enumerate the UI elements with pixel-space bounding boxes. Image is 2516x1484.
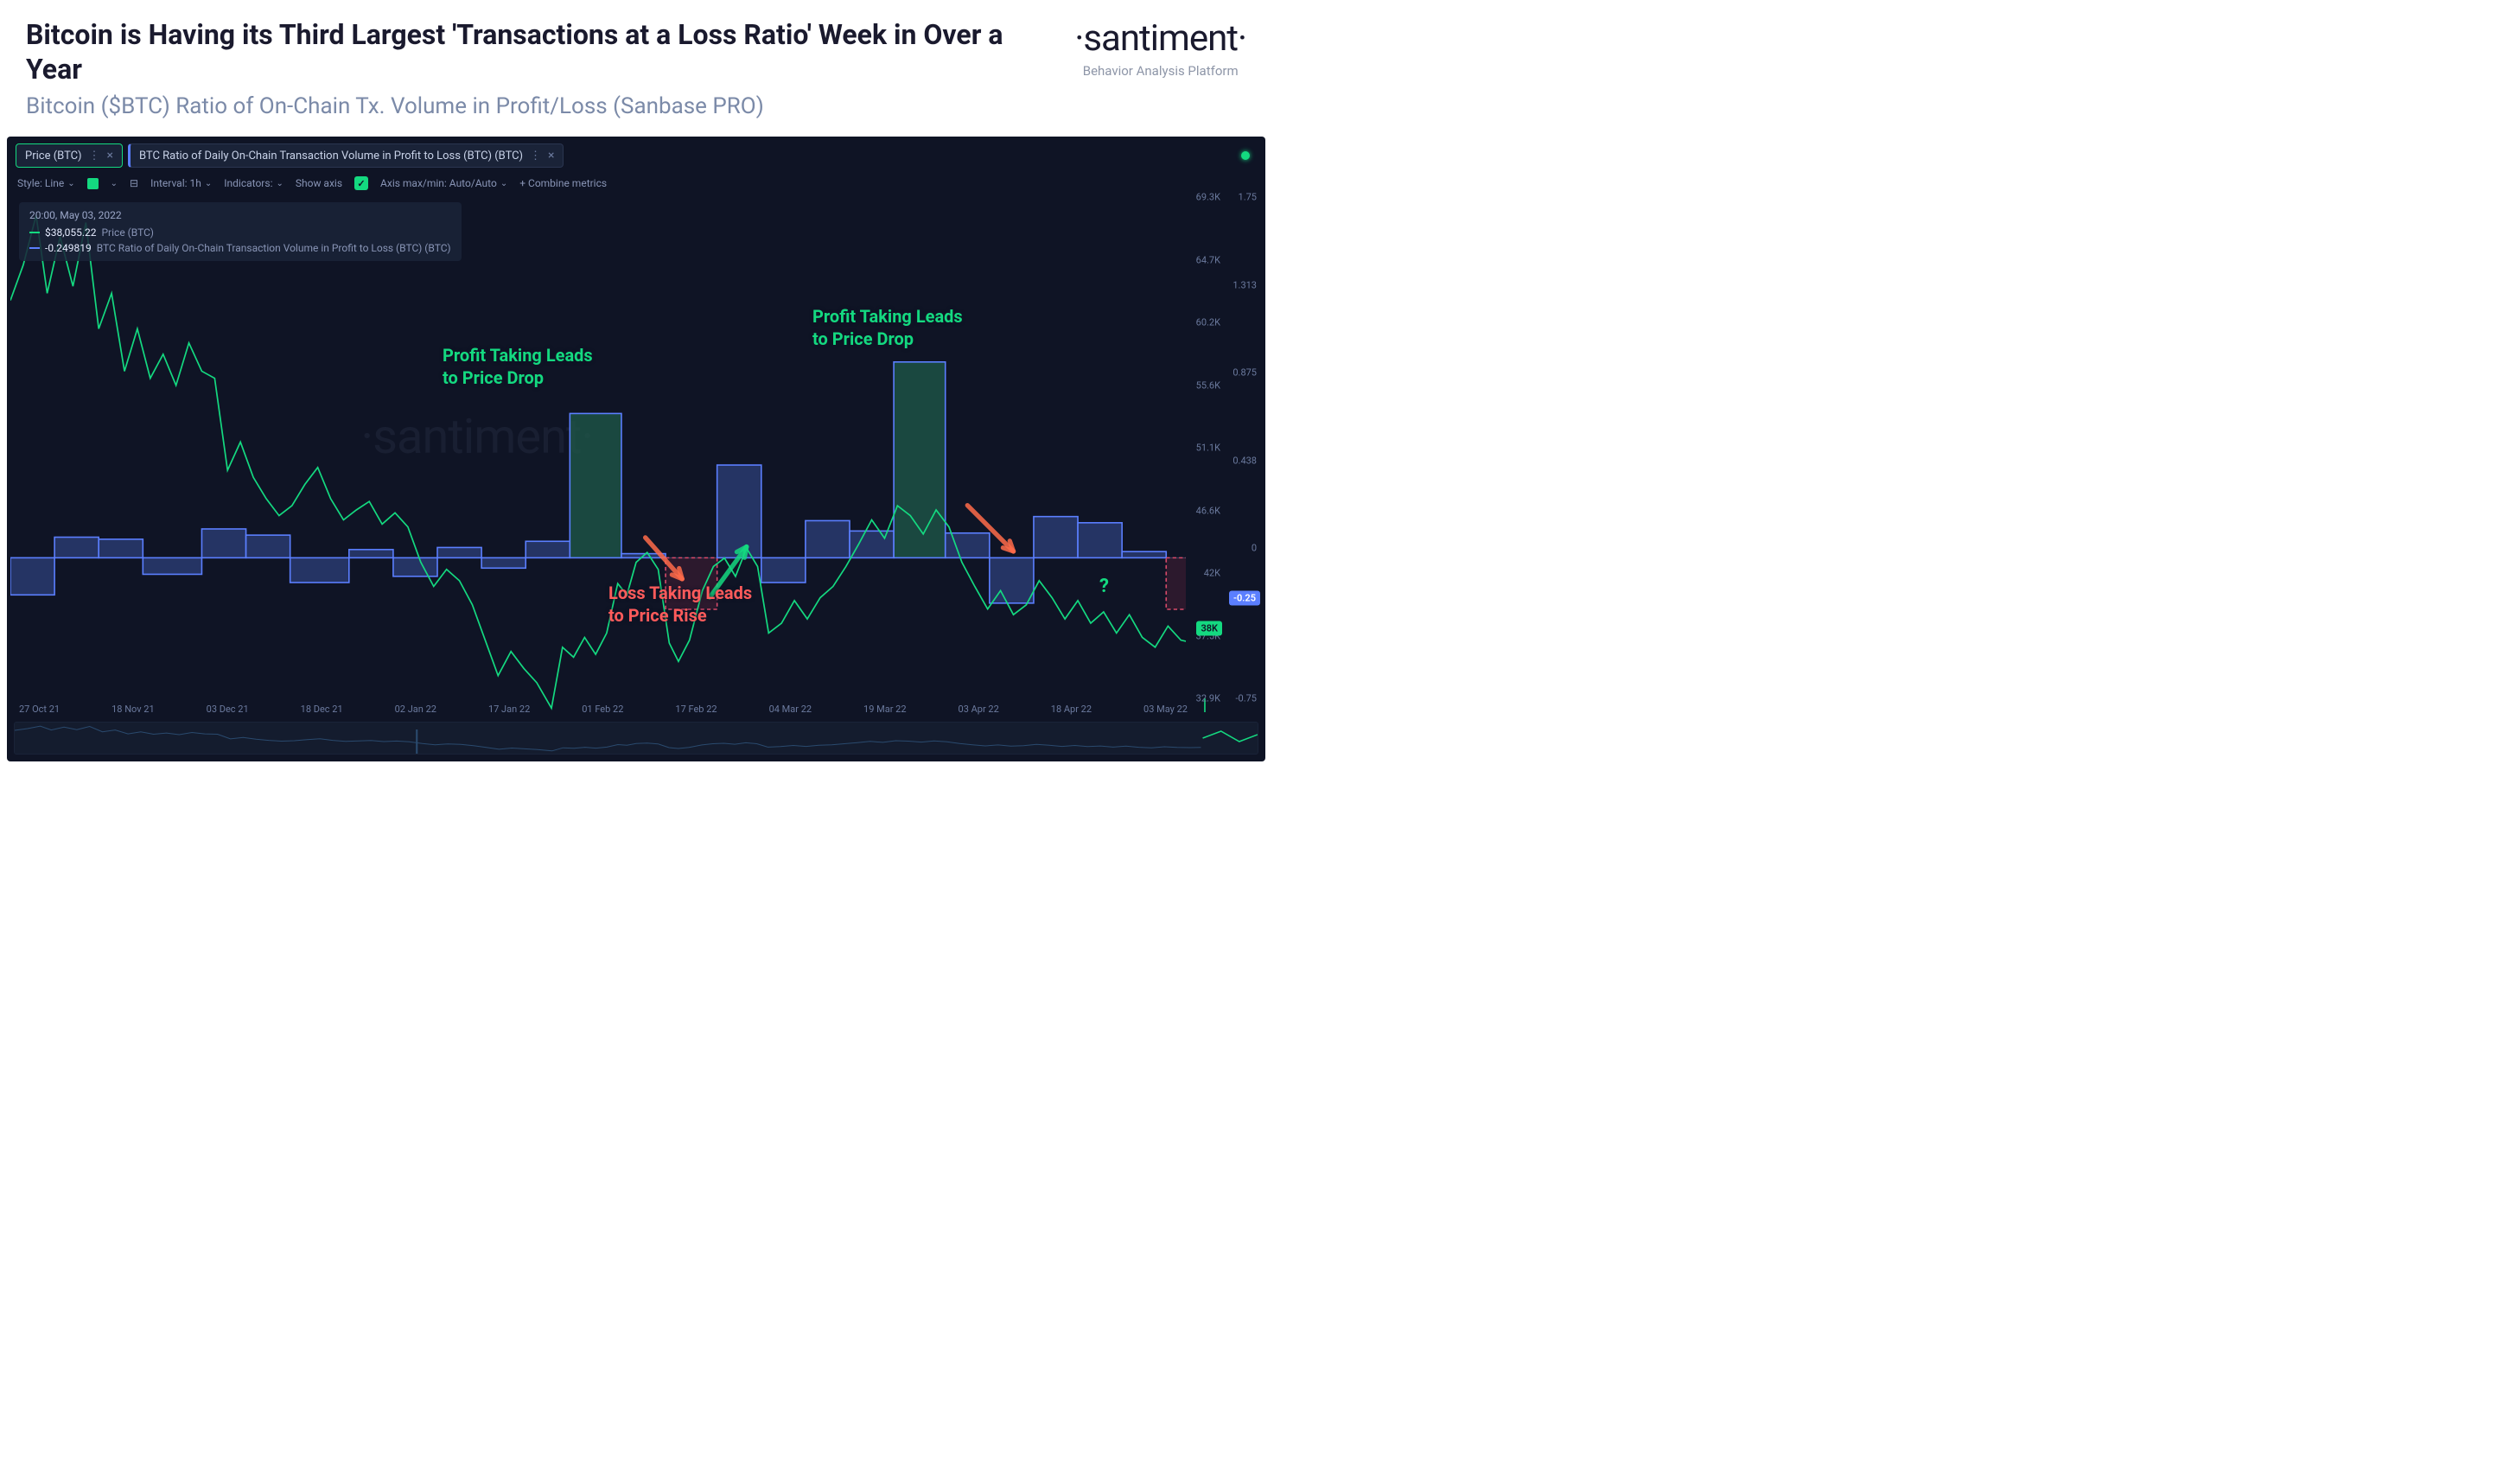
y-tick-price: 46.6K [1196, 505, 1220, 516]
indicators-selector[interactable]: Indicators: ⌄ [224, 177, 283, 189]
page-subtitle: Bitcoin ($BTC) Ratio of On-Chain Tx. Vol… [26, 93, 1048, 119]
minimap[interactable] [14, 722, 1258, 755]
chip-label: Price (BTC) [25, 150, 81, 162]
metric-chip-ratio[interactable]: BTC Ratio of Daily On-Chain Transaction … [128, 143, 564, 168]
chevron-down-icon[interactable]: ⌄ [111, 179, 118, 188]
y-tick-ratio: -0.75 [1236, 693, 1258, 704]
chip-menu-icon[interactable]: ⋮ [530, 150, 541, 162]
y-tick-ratio: 1.75 [1239, 192, 1257, 203]
chart-plot-area[interactable]: 20:00, May 03, 2022 $38,055.22 Price (BT… [10, 197, 1262, 698]
y-tick-ratio: 0.438 [1233, 455, 1257, 466]
metric-chip-price[interactable]: Price (BTC) ⋮ × [16, 143, 123, 168]
y-tick-ratio: 1.313 [1233, 279, 1257, 290]
chart-tooltip: 20:00, May 03, 2022 $38,055.22 Price (BT… [19, 202, 462, 261]
y-tick-price: 64.7K [1196, 254, 1220, 265]
tooltip-price-label: Price (BTC) [101, 226, 153, 239]
chart-svg [10, 197, 1262, 712]
interval-selector[interactable]: Interval: 1h ⌄ [150, 177, 212, 189]
legend-swatch-ratio [29, 247, 40, 249]
chart-container: Price (BTC) ⋮ × BTC Ratio of Daily On-Ch… [7, 137, 1265, 761]
tooltip-timestamp: 20:00, May 03, 2022 [29, 209, 451, 221]
color-swatch[interactable] [87, 178, 99, 189]
y-tick-price: 32.9K [1196, 693, 1220, 704]
chart-annotation: Profit Taking Leadsto Price Drop [443, 344, 593, 389]
style-selector[interactable]: Style: Line ⌄ [17, 177, 75, 189]
page-title: Bitcoin is Having its Third Largest 'Tra… [26, 17, 1048, 86]
question-mark-annotation: ? [1099, 576, 1109, 597]
status-indicator [1241, 151, 1250, 160]
tooltip-ratio-label: BTC Ratio of Daily On-Chain Transaction … [97, 242, 451, 254]
brand-logo: ·santiment· [1074, 17, 1246, 60]
y-tick-price: 55.6K [1196, 379, 1220, 391]
brand-block: ·santiment· Behavior Analysis Platform [1074, 17, 1246, 79]
close-icon[interactable]: × [548, 149, 554, 162]
chip-menu-icon[interactable]: ⋮ [88, 150, 99, 162]
y-tick-ratio: 0 [1252, 543, 1257, 554]
tooltip-price-value: $38,055.22 [45, 226, 96, 239]
y-tick-ratio: 0.875 [1233, 367, 1257, 379]
chart-annotation: Profit Taking Leadsto Price Drop [812, 305, 963, 350]
show-axis-label: Show axis [296, 177, 342, 189]
axis-range-selector[interactable]: Axis max/min: Auto/Auto ⌄ [380, 177, 507, 189]
axis-toggle-icon[interactable]: ⊟ [130, 177, 138, 189]
y-tick-price: 60.2K [1196, 317, 1220, 328]
tooltip-ratio-value: -0.249819 [45, 242, 92, 254]
y-tick-price: 51.1K [1196, 443, 1220, 454]
brand-tagline: Behavior Analysis Platform [1074, 63, 1246, 79]
y-tick-price: 69.3K [1196, 192, 1220, 203]
chart-toolbar: Style: Line ⌄ ⌄ ⊟ Interval: 1h ⌄ Indicat… [7, 173, 1265, 197]
legend-swatch-price [29, 232, 40, 233]
y-tick-price: 42K [1204, 568, 1220, 579]
price-badge: 38K [1196, 621, 1222, 635]
ratio-badge: -0.25 [1229, 591, 1260, 606]
show-axis-checkbox[interactable]: ✓ [354, 176, 368, 190]
chip-label: BTC Ratio of Daily On-Chain Transaction … [139, 150, 523, 162]
y-axis: 69.3K64.7K60.2K55.6K51.1K46.6K42K37.5K32… [1186, 197, 1262, 698]
chart-annotation: Loss Taking Leadsto Price Rise [608, 582, 752, 627]
combine-metrics-button[interactable]: + Combine metrics [519, 177, 607, 189]
close-icon[interactable]: × [106, 149, 112, 162]
